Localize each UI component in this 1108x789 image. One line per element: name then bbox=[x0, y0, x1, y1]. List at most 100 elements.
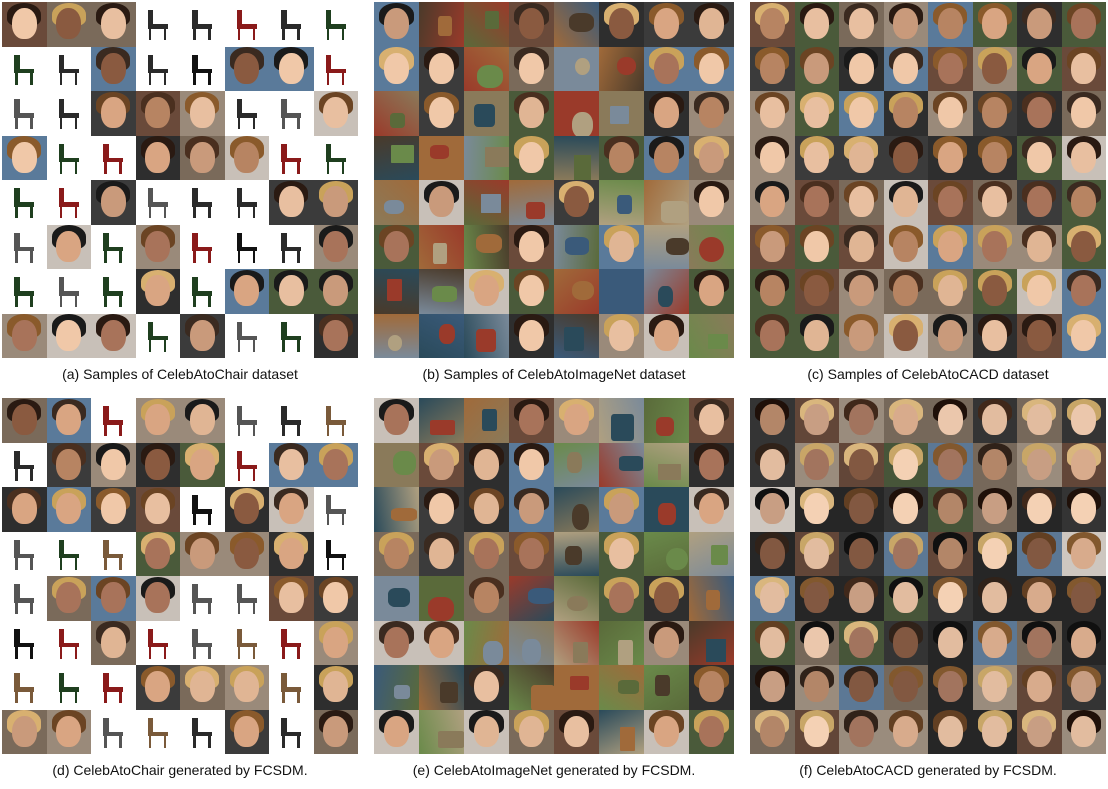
chair-image bbox=[224, 91, 269, 136]
chair-image bbox=[180, 709, 225, 754]
imagenet-image bbox=[419, 224, 464, 269]
face-image bbox=[928, 709, 973, 754]
face-image bbox=[509, 269, 554, 314]
face-image bbox=[1017, 709, 1062, 754]
face-image bbox=[2, 398, 47, 443]
face-image bbox=[419, 442, 464, 487]
chair-image bbox=[269, 313, 314, 358]
face-image bbox=[839, 313, 884, 358]
caption-f: (f) CelebAtoCACD generated by FCSDM. bbox=[799, 762, 1057, 778]
imagenet-image bbox=[554, 2, 599, 47]
chair-image bbox=[313, 398, 358, 443]
face-image bbox=[750, 442, 795, 487]
chair-image bbox=[46, 91, 91, 136]
face-image bbox=[1061, 46, 1106, 91]
face-image bbox=[794, 180, 839, 225]
face-image bbox=[794, 620, 839, 665]
face-image bbox=[224, 487, 269, 532]
face-image bbox=[599, 313, 644, 358]
face-image bbox=[1017, 665, 1062, 710]
face-image bbox=[2, 487, 47, 532]
face-image bbox=[972, 269, 1017, 314]
face-image bbox=[689, 487, 734, 532]
face-image bbox=[180, 531, 225, 576]
face-image bbox=[46, 224, 91, 269]
face-image bbox=[224, 531, 269, 576]
imagenet-image bbox=[374, 91, 419, 136]
face-image bbox=[972, 2, 1017, 47]
imagenet-image bbox=[554, 91, 599, 136]
face-image bbox=[928, 576, 973, 621]
imagenet-image bbox=[554, 442, 599, 487]
face-image bbox=[269, 442, 314, 487]
chair-image bbox=[91, 665, 136, 710]
face-image bbox=[1017, 442, 1062, 487]
chair-image bbox=[313, 487, 358, 532]
face-image bbox=[135, 269, 180, 314]
chair-image bbox=[46, 46, 91, 91]
imagenet-image bbox=[599, 91, 644, 136]
face-image bbox=[419, 46, 464, 91]
chair-image bbox=[2, 531, 47, 576]
face-image bbox=[972, 398, 1017, 443]
face-image bbox=[972, 180, 1017, 225]
face-image bbox=[883, 709, 928, 754]
face-image bbox=[509, 398, 554, 443]
imagenet-image bbox=[644, 442, 689, 487]
face-image bbox=[1061, 620, 1106, 665]
face-image bbox=[464, 487, 509, 532]
chair-image bbox=[46, 620, 91, 665]
face-image bbox=[269, 487, 314, 532]
face-image bbox=[750, 46, 795, 91]
face-image bbox=[689, 709, 734, 754]
imagenet-image bbox=[554, 620, 599, 665]
imagenet-image bbox=[419, 313, 464, 358]
face-image bbox=[750, 487, 795, 532]
face-image bbox=[554, 398, 599, 443]
chair-image bbox=[224, 620, 269, 665]
face-image bbox=[750, 224, 795, 269]
panel-d: (d) CelebAtoChair generated by FCSDM. bbox=[0, 396, 360, 789]
imagenet-image bbox=[554, 313, 599, 358]
face-image bbox=[689, 269, 734, 314]
face-image bbox=[313, 313, 358, 358]
imagenet-image bbox=[419, 665, 464, 710]
face-image bbox=[509, 91, 554, 136]
imagenet-image bbox=[599, 398, 644, 443]
face-image bbox=[794, 442, 839, 487]
face-image bbox=[794, 531, 839, 576]
imagenet-image bbox=[554, 46, 599, 91]
imagenet-image bbox=[554, 224, 599, 269]
face-image bbox=[750, 313, 795, 358]
face-image bbox=[750, 180, 795, 225]
face-image bbox=[1061, 313, 1106, 358]
face-image bbox=[1061, 442, 1106, 487]
image-grid-e bbox=[374, 398, 734, 754]
imagenet-image bbox=[374, 487, 419, 532]
face-image bbox=[1017, 313, 1062, 358]
chair-image bbox=[135, 620, 180, 665]
imagenet-image bbox=[689, 576, 734, 621]
face-image bbox=[180, 665, 225, 710]
imagenet-image bbox=[374, 269, 419, 314]
face-image bbox=[839, 224, 884, 269]
face-image bbox=[972, 46, 1017, 91]
chair-image bbox=[2, 46, 47, 91]
face-image bbox=[1017, 398, 1062, 443]
imagenet-image bbox=[599, 442, 644, 487]
face-image bbox=[1061, 2, 1106, 47]
face-image bbox=[794, 2, 839, 47]
face-image bbox=[1017, 269, 1062, 314]
chair-image bbox=[269, 2, 314, 47]
face-image bbox=[313, 709, 358, 754]
face-image bbox=[839, 531, 884, 576]
face-image bbox=[972, 91, 1017, 136]
imagenet-image bbox=[644, 531, 689, 576]
face-image bbox=[180, 91, 225, 136]
imagenet-image bbox=[464, 180, 509, 225]
chair-image bbox=[2, 91, 47, 136]
chair-image bbox=[135, 46, 180, 91]
image-grid-d bbox=[2, 398, 358, 754]
chair-image bbox=[313, 2, 358, 47]
face-image bbox=[554, 180, 599, 225]
